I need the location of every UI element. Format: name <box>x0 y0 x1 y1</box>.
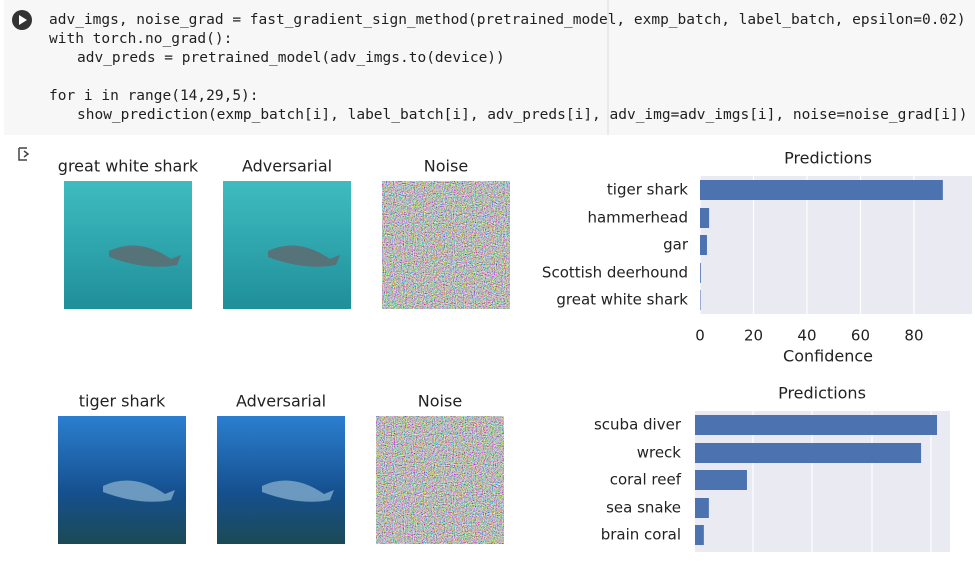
y-tick-label: hammerhead <box>587 209 688 227</box>
x-tick-label: 0 <box>695 327 705 345</box>
bar <box>695 415 938 435</box>
bar <box>700 180 943 200</box>
shark <box>109 245 181 267</box>
noise-image <box>382 181 510 309</box>
bar <box>700 235 707 255</box>
bar <box>700 208 710 228</box>
image-title: Adversarial <box>242 157 332 176</box>
y-tick-label: wreck <box>637 444 682 462</box>
image-title: Noise <box>418 392 462 411</box>
y-tick-label: Scottish deerhound <box>542 264 688 282</box>
bar <box>695 498 709 518</box>
x-tick-label: 20 <box>744 327 763 345</box>
image-title: great white shark <box>58 157 199 176</box>
bar <box>695 443 922 463</box>
y-tick-label: sea snake <box>606 499 681 517</box>
code-line: show_prediction(exmp_batch[i], label_bat… <box>77 107 967 123</box>
x-tick-label: 40 <box>797 327 816 345</box>
bar <box>700 263 701 283</box>
x-tick-label: 80 <box>904 327 923 345</box>
shark <box>268 245 340 267</box>
code-line: for i in range(14,29,5): <box>49 88 259 104</box>
code-line: with torch.no_grad(): <box>49 31 232 47</box>
image <box>223 181 351 309</box>
y-tick-label: tiger shark <box>607 181 688 199</box>
image <box>217 416 345 544</box>
bar <box>695 470 747 490</box>
image-title: Noise <box>424 157 468 176</box>
y-tick-label: brain coral <box>601 526 681 544</box>
bar <box>700 290 701 310</box>
image <box>64 181 192 309</box>
code-line: adv_imgs, noise_grad = fast_gradient_sig… <box>49 12 966 28</box>
code: adv_imgs, noise_grad = fast_gradient_sig… <box>49 12 967 123</box>
y-tick-label: great white shark <box>556 291 688 309</box>
shark <box>103 480 175 502</box>
output-icon <box>18 147 30 161</box>
shark <box>262 480 334 502</box>
image-title: Adversarial <box>236 392 326 411</box>
y-tick-label: gar <box>663 236 689 254</box>
code-cell <box>4 0 975 135</box>
images: great white shark Adversarial Noise tiger s… <box>58 157 510 544</box>
x-tick-label: 60 <box>851 327 870 345</box>
charts: 0 20 40 60 80 Predictions Confidence tiger shar… <box>542 149 972 552</box>
x-axis-label: Confidence <box>783 347 873 366</box>
code-line: adv_preds = pretrained_model(adv_imgs.to… <box>77 50 505 66</box>
chart-title: Predictions <box>778 384 866 403</box>
image-title: tiger shark <box>79 392 166 411</box>
image <box>58 416 186 544</box>
run-icon <box>19 15 27 25</box>
noise-image <box>376 416 504 544</box>
y-tick-label: scuba diver <box>594 416 682 434</box>
chart-title: Predictions <box>784 149 872 168</box>
y-tick-label: coral reef <box>610 471 682 489</box>
bar <box>695 525 704 545</box>
